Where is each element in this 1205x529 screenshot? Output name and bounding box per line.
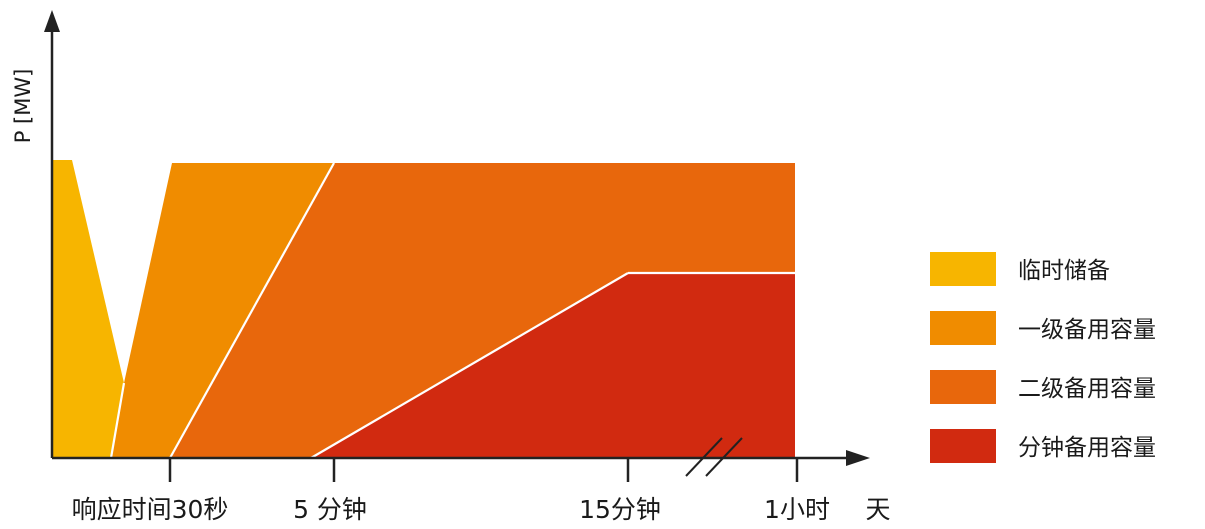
x-ticks: 响应时间30秒 5 分钟 15分钟 1小时 <box>72 458 830 524</box>
legend-label: 一级备用容量 <box>1018 317 1156 343</box>
y-axis-arrow <box>44 10 60 32</box>
area-3 <box>170 163 795 458</box>
x-tick-label: 15分钟 <box>579 495 661 524</box>
legend-label: 二级备用容量 <box>1018 376 1156 402</box>
area-layer <box>52 160 795 458</box>
legend-label: 分钟备用容量 <box>1018 435 1156 461</box>
x-tick-label: 1小时 <box>764 495 830 524</box>
x-tick-label: 5 分钟 <box>293 495 367 524</box>
legend-swatch <box>930 429 996 463</box>
axis-break-slash-1 <box>685 437 723 477</box>
area-2 <box>111 163 334 458</box>
legend-label: 临时储备 <box>1018 258 1110 284</box>
y-axis-label: P [MW] <box>11 69 35 144</box>
axis-break <box>685 437 743 477</box>
legend-swatch <box>930 370 996 404</box>
boundary-lines <box>109 162 795 459</box>
boundary-line-2 <box>169 162 335 459</box>
x-tick-label: 响应时间30秒 <box>72 495 229 524</box>
area-1 <box>52 160 124 458</box>
boundary-line-3 <box>310 272 629 459</box>
area-4 <box>311 273 795 458</box>
axis-end-label: 天 <box>865 495 890 524</box>
legend-swatch <box>930 311 996 345</box>
x-axis-arrow <box>846 450 870 466</box>
axis-break-slash-2 <box>705 437 743 477</box>
boundary-line-1 <box>109 382 126 459</box>
legend-swatch <box>930 252 996 286</box>
